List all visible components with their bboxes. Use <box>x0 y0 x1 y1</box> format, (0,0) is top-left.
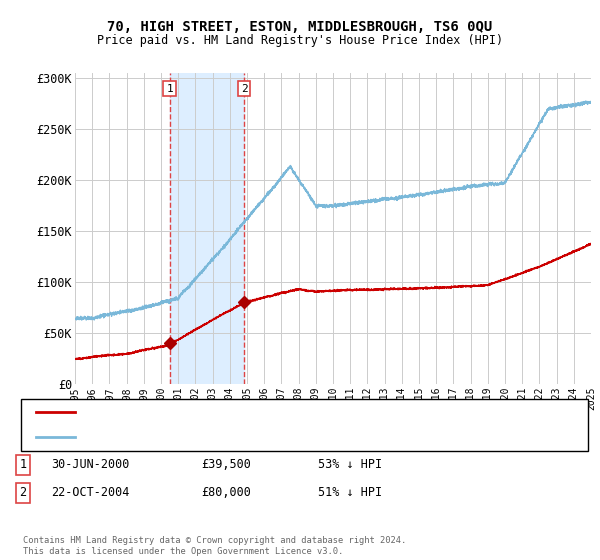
Text: 2: 2 <box>241 83 247 94</box>
Text: 70, HIGH STREET, ESTON, MIDDLESBROUGH, TS6 0QU: 70, HIGH STREET, ESTON, MIDDLESBROUGH, T… <box>107 20 493 34</box>
Text: £39,500: £39,500 <box>201 458 251 472</box>
Bar <box>170 73 244 384</box>
Text: 53% ↓ HPI: 53% ↓ HPI <box>318 458 382 472</box>
Text: 51% ↓ HPI: 51% ↓ HPI <box>318 486 382 500</box>
Text: Price paid vs. HM Land Registry's House Price Index (HPI): Price paid vs. HM Land Registry's House … <box>97 34 503 46</box>
Text: Contains HM Land Registry data © Crown copyright and database right 2024.
This d: Contains HM Land Registry data © Crown c… <box>23 536 406 556</box>
Text: 2: 2 <box>19 486 26 500</box>
Text: 1: 1 <box>166 83 173 94</box>
Text: 30-JUN-2000: 30-JUN-2000 <box>51 458 130 472</box>
Text: 70, HIGH STREET, ESTON, MIDDLESBROUGH, TS6 0QU (detached house): 70, HIGH STREET, ESTON, MIDDLESBROUGH, T… <box>84 407 462 417</box>
Text: HPI: Average price, detached house, Redcar and Cleveland: HPI: Average price, detached house, Redc… <box>84 432 420 442</box>
Text: £80,000: £80,000 <box>201 486 251 500</box>
Text: 22-OCT-2004: 22-OCT-2004 <box>51 486 130 500</box>
Text: 1: 1 <box>19 458 26 472</box>
